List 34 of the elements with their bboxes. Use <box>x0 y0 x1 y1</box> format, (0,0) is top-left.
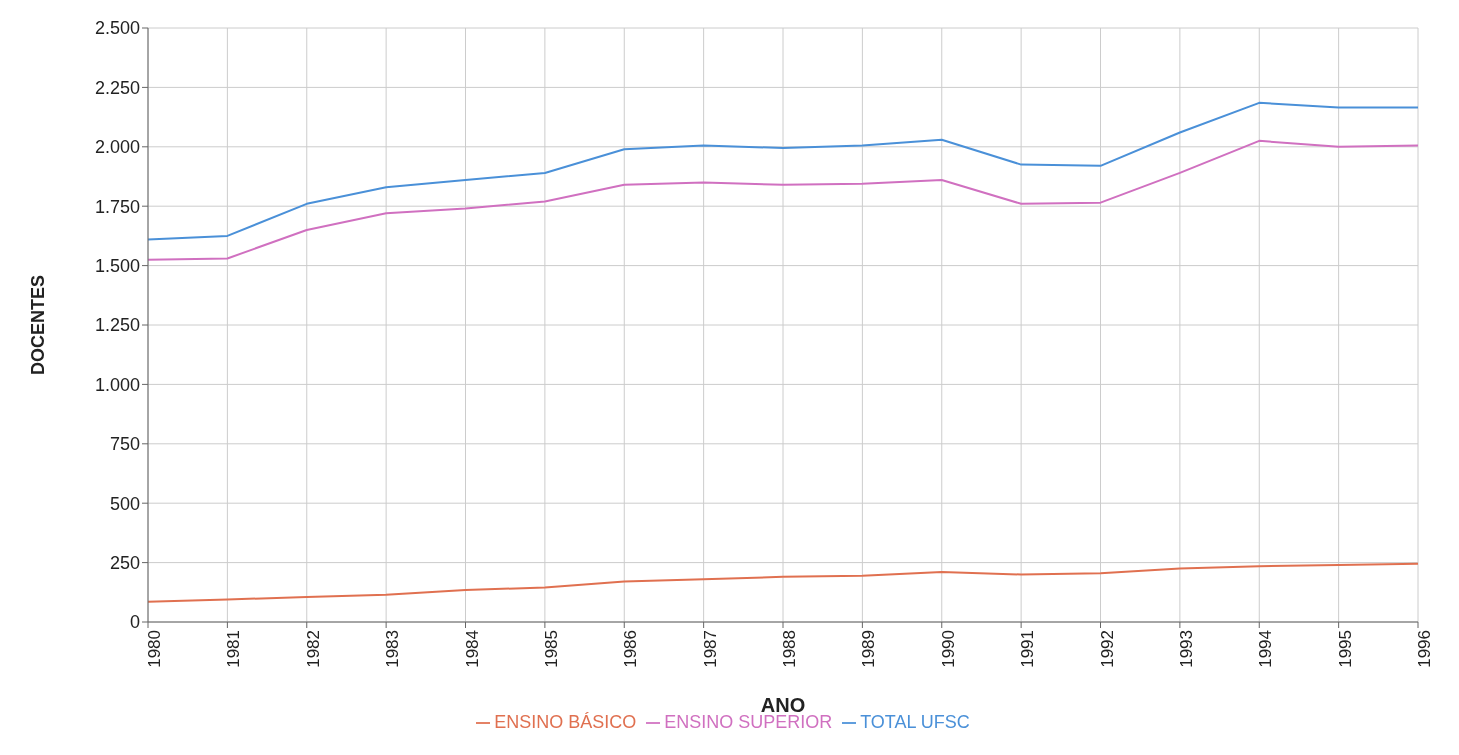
y-tick-label: 750 <box>109 434 140 455</box>
x-tick-label: 1993 <box>1176 630 1196 668</box>
x-tick-label: 1992 <box>1097 630 1117 668</box>
x-tick-label: 1990 <box>938 630 958 668</box>
x-tick-label: 1981 <box>224 630 244 668</box>
x-tick-label: 1996 <box>1415 630 1435 668</box>
y-tick-label: 1.250 <box>94 315 140 336</box>
y-tick-label: 1.750 <box>94 196 140 217</box>
x-tick-label: 1985 <box>541 630 561 668</box>
x-tick-label: 1982 <box>303 630 323 668</box>
x-tick-label: 1987 <box>700 630 720 668</box>
x-tick-label: 1991 <box>1018 630 1038 668</box>
x-tick-label: 1995 <box>1335 630 1355 668</box>
y-tick-label: 250 <box>109 552 140 573</box>
y-tick-label: 500 <box>109 493 140 514</box>
x-tick-label: 1984 <box>462 630 482 668</box>
y-tick-label: 2.500 <box>94 18 140 39</box>
legend-label: ENSINO BÁSICO <box>494 712 637 732</box>
x-tick-label: 1989 <box>859 630 879 668</box>
x-tick-label: 1986 <box>621 630 641 668</box>
line-series <box>147 101 1419 241</box>
x-tick-label: 1994 <box>1256 630 1276 668</box>
y-tick-label: 1.500 <box>94 255 140 276</box>
y-tick-label: 2.000 <box>94 137 140 158</box>
y-tick-label: 2.250 <box>94 77 140 98</box>
x-tick-label: 1980 <box>145 630 165 668</box>
x-tick-label: 1983 <box>383 630 403 668</box>
y-axis-title: DOCENTES <box>28 274 49 376</box>
line-series <box>147 562 1419 603</box>
line-series <box>147 139 1419 261</box>
y-tick-label: 1.000 <box>94 374 140 395</box>
y-tick-label: 0 <box>129 612 140 633</box>
legend-label: TOTAL UFSC <box>860 712 970 732</box>
x-tick-label: 1988 <box>780 630 800 668</box>
